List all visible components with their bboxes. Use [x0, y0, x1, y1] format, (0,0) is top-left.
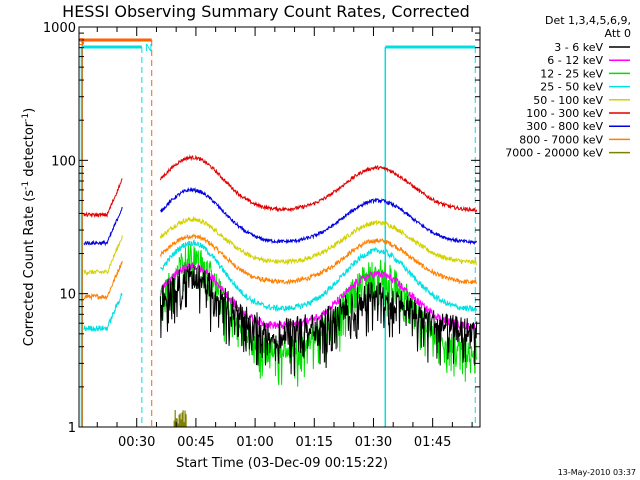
- legend-label: 7000 - 20000 keV: [505, 147, 603, 160]
- legend-label: 12 - 25 keV: [540, 67, 603, 80]
- series-line-segment1: [83, 235, 123, 276]
- legend-label: 25 - 50 keV: [540, 81, 603, 94]
- y-tick-label: 100: [51, 154, 76, 169]
- series-line: [159, 233, 478, 286]
- y-axis-label-mid: detector: [22, 121, 37, 181]
- y-tick-label: 10: [59, 288, 76, 303]
- y-axis-label-end: ): [22, 108, 37, 113]
- series-line-segment1: [83, 260, 123, 301]
- saa-label: S: [78, 37, 84, 48]
- x-tick-label: 00:30: [118, 435, 155, 450]
- series-line-segment1: [83, 206, 123, 247]
- y-axis-label: Corrected Count Rate (s-1 detector-1): [21, 108, 37, 346]
- x-tick-label: 01:00: [236, 435, 273, 450]
- x-axis: 00:30 00:45 01:00 01:15 01:30 01:45: [96, 27, 473, 450]
- x-tick-label: 01:30: [355, 435, 392, 450]
- series-lines: [83, 154, 478, 427]
- series-line: [159, 263, 478, 377]
- x-tick-label: 00:45: [177, 435, 214, 450]
- series-line-segment1: [83, 292, 123, 332]
- series-line: [159, 154, 478, 213]
- y-axis: 1 10 100 1000: [43, 21, 480, 436]
- chart-title: HESSI Observing Summary Count Rates, Cor…: [62, 2, 470, 21]
- night-label: N: [145, 43, 152, 54]
- y-tick-label: 1: [68, 421, 76, 436]
- legend-label: 800 - 7000 keV: [519, 133, 603, 146]
- legend-label: 100 - 300 keV: [526, 107, 603, 120]
- generated-timestamp: 13-May-2010 03:37: [558, 468, 636, 477]
- x-axis-label: Start Time (03-Dec-09 00:15:22): [176, 456, 388, 471]
- flag-bars: SN: [78, 37, 476, 427]
- y-tick-label: 1000: [43, 21, 76, 36]
- series-line: [159, 245, 478, 387]
- series-line: [160, 238, 478, 313]
- x-tick-label: 01:45: [414, 435, 451, 450]
- legend-label: 6 - 12 keV: [547, 54, 603, 67]
- legend-header-line1: Det 1,3,4,5,6,9,: [545, 14, 631, 27]
- x-tick-label: 01:15: [296, 435, 333, 450]
- legend-header-line2: Att 0: [605, 27, 631, 40]
- legend-label: 300 - 800 keV: [526, 120, 603, 133]
- y-axis-label-main: Corrected Count Rate (s: [22, 190, 37, 347]
- series-line-segment1: [83, 178, 123, 219]
- legend-label: 50 - 100 keV: [533, 94, 603, 107]
- series-line: [160, 186, 478, 246]
- y-axis-label-sup1: -1: [21, 181, 31, 190]
- legend-label: 3 - 6 keV: [554, 41, 603, 54]
- series-line: [160, 262, 478, 331]
- y-axis-label-sup2: -1: [21, 113, 31, 122]
- plot-frame: [78, 26, 481, 428]
- series-line: [159, 215, 478, 267]
